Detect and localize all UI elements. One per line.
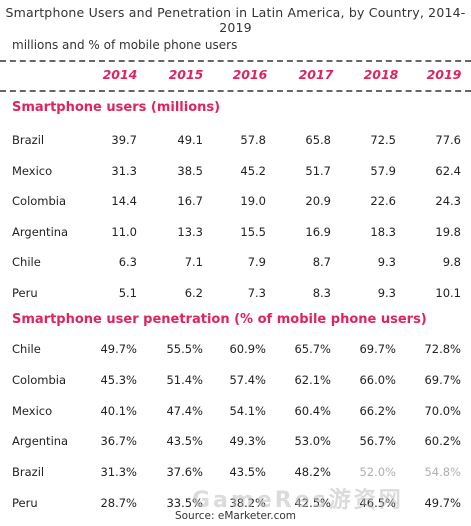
table-cell: 37.6% (166, 465, 203, 480)
table-cell: 49.1 (177, 133, 203, 147)
header-divider (0, 90, 471, 92)
table-cell: 42.5% (294, 496, 331, 510)
table-cell: 49.7% (424, 496, 461, 510)
table-cell: 60.4% (294, 403, 331, 418)
table-cell: 57.8 (240, 133, 266, 147)
table-cell: 60.9% (229, 342, 266, 356)
top-divider (0, 60, 471, 62)
section-title-2: Smartphone user penetration (% of mobile… (12, 312, 427, 327)
row-label: Peru (12, 285, 38, 300)
table-cell: 72.5 (370, 133, 396, 147)
row-label: Chile (12, 255, 41, 269)
table-cell: 20.9 (305, 194, 331, 208)
table-cell: 16.7 (177, 194, 203, 208)
table-cell: 16.9 (305, 224, 331, 239)
table-cell: 38.2% (229, 496, 266, 510)
table-cell: 62.1% (294, 372, 331, 387)
table-cell: 6.3 (118, 255, 137, 269)
table-cell: 19.8 (435, 224, 461, 239)
row-label: Chile (12, 342, 41, 356)
column-header-2019: 2019 (426, 67, 462, 82)
table-cell: 36.7% (100, 434, 137, 449)
table-cell: 56.7% (359, 434, 396, 449)
column-header-2018: 2018 (363, 67, 399, 82)
table-cell: 70.0% (424, 403, 461, 418)
table-cell: 38.5 (177, 163, 203, 178)
column-header-2015: 2015 (168, 67, 204, 82)
table-cell: 46.5% (359, 496, 396, 510)
row-label: Brazil (12, 133, 45, 147)
table-cell: 69.7% (424, 372, 461, 387)
row-label: Mexico (12, 163, 53, 178)
table-cell: 57.9 (370, 163, 396, 178)
section-title-1: Smartphone users (millions) (12, 100, 221, 115)
column-header-2016: 2016 (232, 67, 268, 82)
table-cell: 33.5% (166, 496, 203, 510)
table-cell: 72.8% (424, 342, 461, 356)
table-cell: 66.2% (359, 403, 396, 418)
table-cell: 51.7 (305, 163, 331, 178)
table-cell: 9.3 (377, 285, 396, 300)
table-cell: 48.2% (294, 465, 331, 480)
table-cell: 6.2 (184, 285, 203, 300)
table-cell: 8.7 (312, 255, 331, 269)
chart-subtitle: millions and % of mobile phone users (12, 38, 238, 52)
table-cell: 65.7% (294, 342, 331, 356)
row-label: Peru (12, 496, 38, 510)
table-cell: 22.6 (370, 194, 396, 208)
table-cell: 53.0% (294, 434, 331, 449)
table-cell: 7.1 (184, 255, 203, 269)
watermark: GameRes游资网 (192, 488, 404, 513)
row-label: Argentina (12, 434, 69, 449)
table-cell: 18.3 (370, 224, 396, 239)
row-label: Colombia (12, 372, 67, 387)
table-cell: 43.5% (166, 434, 203, 449)
table-cell: 65.8 (305, 133, 331, 147)
row-label: Colombia (12, 194, 67, 208)
table-cell: 52.0% (359, 465, 396, 480)
table-cell: 9.8 (442, 255, 461, 269)
chart-title: Smartphone Users and Penetration in Lati… (5, 5, 466, 35)
table-cell: 54.1% (229, 403, 266, 418)
table-cell: 77.6 (435, 133, 461, 147)
column-header-2014: 2014 (102, 67, 138, 82)
source-note: Source: eMarketer.com (174, 510, 297, 522)
table-cell: 40.1% (100, 403, 137, 418)
table-cell: 49.3% (229, 434, 266, 449)
table-cell: 57.4% (229, 372, 266, 387)
table-cell: 9.3 (377, 255, 396, 269)
table-cell: 28.7% (100, 496, 137, 510)
table-cell: 60.2% (424, 434, 461, 449)
row-label: Argentina (12, 224, 69, 239)
table-cell: 43.5% (229, 465, 266, 480)
table-cell: 7.3 (247, 285, 266, 300)
table-cell: 62.4 (435, 163, 461, 178)
row-label: Brazil (12, 465, 45, 480)
table-cell: 7.9 (247, 255, 266, 269)
table-cell: 14.4 (111, 194, 137, 208)
table-cell: 24.3 (435, 194, 461, 208)
table-cell: 51.4% (166, 372, 203, 387)
table-cell: 8.3 (312, 285, 331, 300)
table-cell: 49.7% (100, 342, 137, 356)
table-cell: 15.5 (240, 224, 266, 239)
table-cell: 54.8% (424, 465, 461, 480)
table-cell: 19.0 (240, 194, 266, 208)
table-cell: 66.0% (359, 372, 396, 387)
table-cell: 31.3 (111, 163, 137, 178)
table-cell: 31.3% (100, 465, 137, 480)
table-cell: 11.0 (111, 224, 137, 239)
column-header-2017: 2017 (298, 67, 334, 82)
table-cell: 5.1 (118, 285, 137, 300)
table-cell: 55.5% (166, 342, 203, 356)
table-cell: 47.4% (166, 403, 203, 418)
table-cell: 10.1 (435, 285, 461, 300)
table-cell: 69.7% (359, 342, 396, 356)
table-cell: 13.3 (177, 224, 203, 239)
row-label: Mexico (12, 403, 53, 418)
table-cell: 39.7 (111, 133, 137, 147)
table-cell: 45.3% (100, 372, 137, 387)
table-cell: 45.2 (240, 163, 266, 178)
